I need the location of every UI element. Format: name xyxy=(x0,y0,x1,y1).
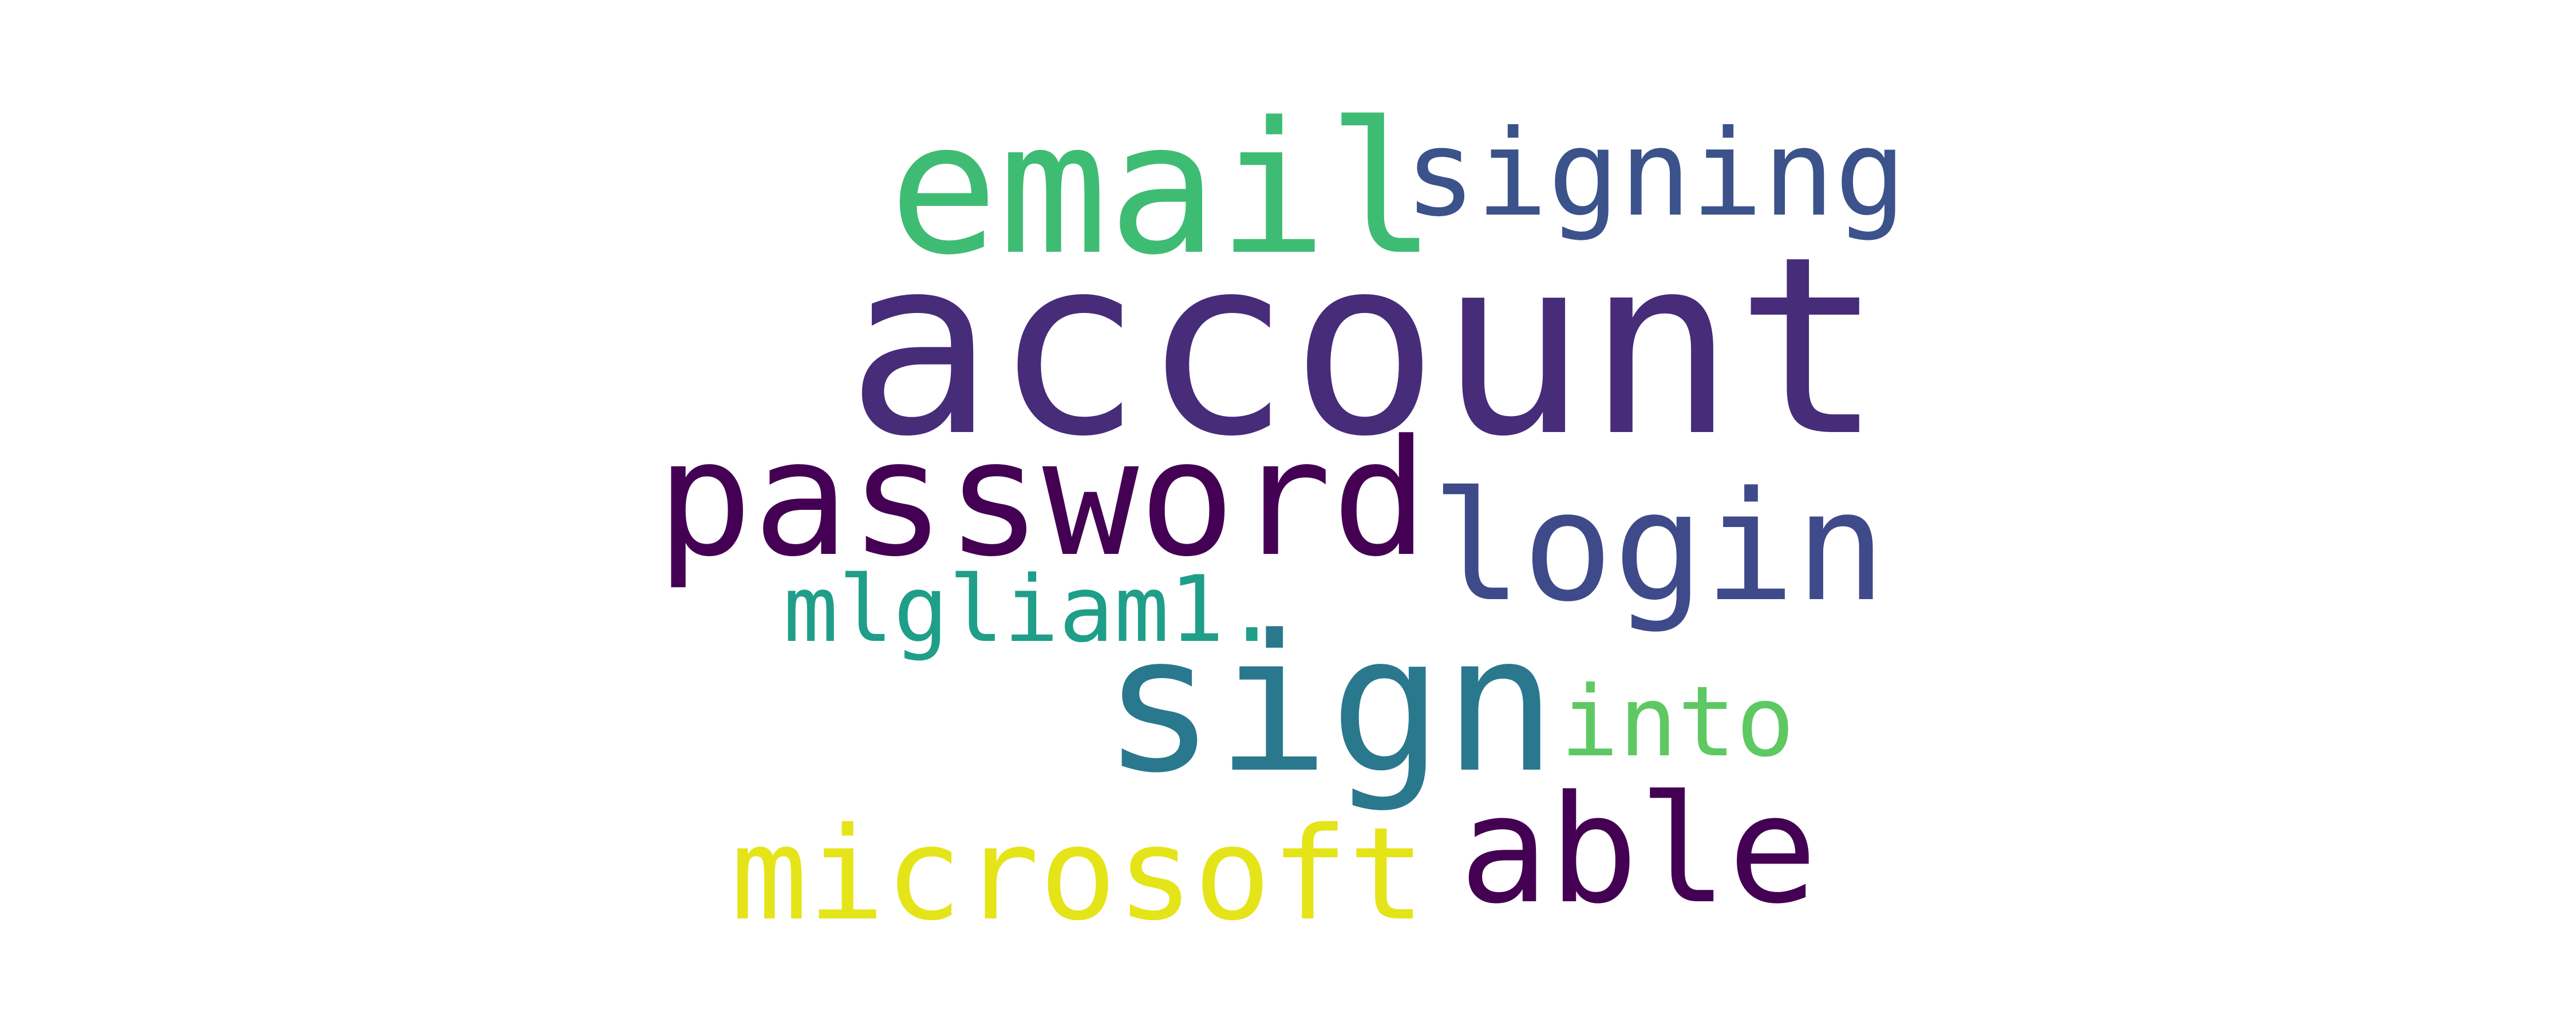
word-email: email xyxy=(889,83,1437,295)
word-password: password xyxy=(656,406,1428,592)
word-mlgliam1: mlgliam1. xyxy=(783,556,1279,663)
word-signing: signing xyxy=(1404,105,1906,243)
word-able: able xyxy=(1459,764,1818,937)
word-sign: sign xyxy=(1102,595,1557,814)
word-account: account xyxy=(846,204,1883,490)
word-into: into xyxy=(1560,665,1795,779)
word-login: login xyxy=(1431,459,1886,635)
word-microsoft: microsoft xyxy=(730,799,1425,949)
